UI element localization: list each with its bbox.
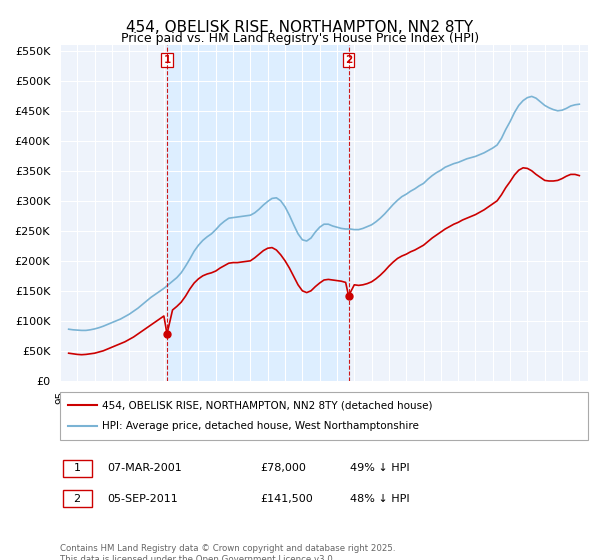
FancyBboxPatch shape: [62, 491, 92, 507]
Text: £141,500: £141,500: [260, 494, 313, 504]
Text: Contains HM Land Registry data © Crown copyright and database right 2025.
This d: Contains HM Land Registry data © Crown c…: [60, 544, 395, 560]
Text: 1: 1: [74, 463, 80, 473]
FancyBboxPatch shape: [62, 460, 92, 477]
FancyBboxPatch shape: [60, 392, 588, 440]
Text: 2: 2: [345, 55, 352, 65]
Bar: [167, 45, 349, 381]
Text: 454, OBELISK RISE, NORTHAMPTON, NN2 8TY (detached house): 454, OBELISK RISE, NORTHAMPTON, NN2 8TY …: [102, 400, 433, 410]
Text: £78,000: £78,000: [260, 463, 307, 473]
Text: HPI: Average price, detached house, West Northamptonshire: HPI: Average price, detached house, West…: [102, 421, 419, 431]
Text: 48% ↓ HPI: 48% ↓ HPI: [350, 494, 410, 504]
Text: 1: 1: [163, 55, 170, 65]
Text: 49% ↓ HPI: 49% ↓ HPI: [350, 463, 410, 473]
Text: 07-MAR-2001: 07-MAR-2001: [107, 463, 182, 473]
Text: Price paid vs. HM Land Registry's House Price Index (HPI): Price paid vs. HM Land Registry's House …: [121, 32, 479, 45]
Text: 2: 2: [74, 494, 81, 504]
Text: 05-SEP-2011: 05-SEP-2011: [107, 494, 178, 504]
Text: 454, OBELISK RISE, NORTHAMPTON, NN2 8TY: 454, OBELISK RISE, NORTHAMPTON, NN2 8TY: [127, 20, 473, 35]
